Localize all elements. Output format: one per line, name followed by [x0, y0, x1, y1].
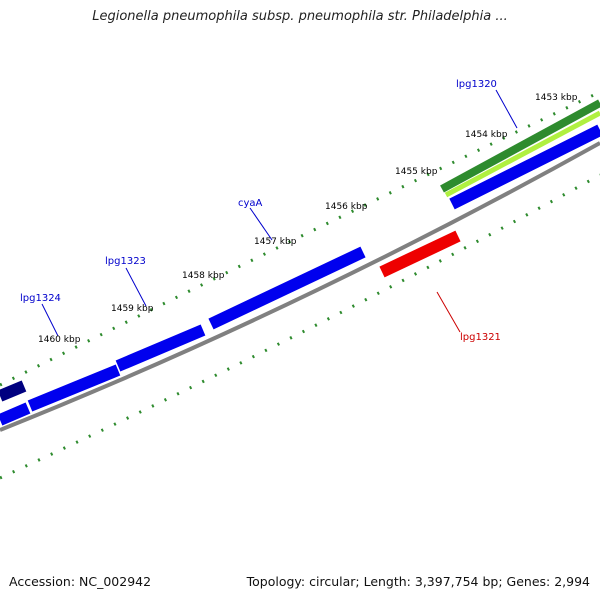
- gene-label-lpg1323: lpg1323: [105, 256, 146, 267]
- leader-lpg1321: [436, 291, 461, 333]
- scale-label: 1454 kbp: [465, 130, 508, 140]
- leader-lpg1324: [41, 303, 59, 337]
- scale-label: 1458 kbp: [182, 271, 225, 281]
- scale-label: 1459 kbp: [111, 304, 154, 314]
- gene-lpg1321-feature: [379, 230, 461, 278]
- summary-text: Topology: circular; Length: 3,397,754 bp…: [246, 574, 590, 589]
- scale-label: 1453 kbp: [535, 93, 578, 103]
- outer-tick-ring: [0, 90, 600, 387]
- gc-skew-dark-band: [440, 99, 600, 193]
- gc-skew-light-band: [444, 110, 600, 198]
- gene-label-cyaA: cyaA: [238, 198, 263, 209]
- gene-cyaA-feature: [208, 246, 366, 330]
- scale-label: 1460 kbp: [38, 335, 81, 345]
- map-title: Legionella pneumophila subsp. pneumophil…: [92, 9, 508, 24]
- scale-label: 1455 kbp: [395, 167, 438, 177]
- leader-lpg1323: [125, 267, 147, 307]
- accession-text: Accession: NC_002942: [9, 574, 152, 589]
- gene-dark-partial-feature: [0, 380, 27, 402]
- gene-label-lpg1324: lpg1324: [20, 293, 61, 304]
- leader-cyaA: [249, 207, 273, 241]
- backbone-ring: [0, 141, 600, 432]
- scale-label: 1456 kbp: [325, 202, 368, 212]
- gene-lpg1323-feature: [115, 324, 206, 372]
- leader-lpg1320: [495, 89, 518, 129]
- gene-lpg1324-feature: [27, 364, 121, 412]
- gene-label-lpg1321: lpg1321: [460, 332, 501, 343]
- gene-lpg1320-feature: [449, 124, 600, 210]
- inner-tick-ring: [0, 173, 600, 480]
- gene-label-lpg1320: lpg1320: [456, 79, 497, 90]
- scale-label: 1457 kbp: [254, 237, 297, 247]
- gene-left-partial-feature: [0, 402, 31, 426]
